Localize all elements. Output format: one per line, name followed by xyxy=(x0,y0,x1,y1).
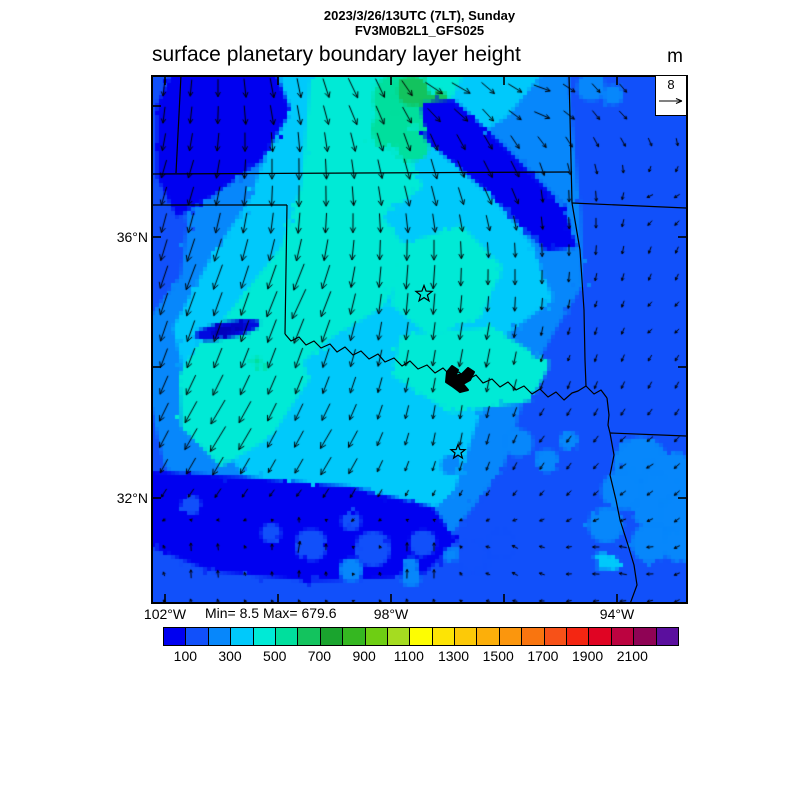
state-border-3 xyxy=(284,204,288,335)
state-border-6 xyxy=(571,202,587,387)
wind-reference-speed: 8 xyxy=(667,77,675,92)
colorbar-cell-9 xyxy=(365,628,388,645)
pbl-field-canvas xyxy=(151,75,688,604)
state-border-9 xyxy=(609,432,687,437)
model-line: FV3M0B2L1_GFS025 xyxy=(354,23,485,38)
city-star-marker-1 xyxy=(449,442,467,460)
colorbar-cell-13 xyxy=(455,628,478,645)
colorbar-cell-17 xyxy=(544,628,568,645)
colorbar-cell-15 xyxy=(499,628,523,645)
colorbar-cell-19 xyxy=(589,628,612,645)
state-border-5 xyxy=(571,202,687,209)
colorbar-cell-10 xyxy=(387,628,411,645)
map-overlay xyxy=(151,75,688,604)
colorbar-cell-12 xyxy=(432,628,456,645)
plot-title: surface planetary boundary layer height xyxy=(152,43,521,66)
map-frame-border xyxy=(151,75,688,604)
colorbar-cell-16 xyxy=(522,628,545,645)
colorbar-cell-6 xyxy=(298,628,321,645)
colorbar-cell-7 xyxy=(320,628,344,645)
colorbar-cell-4 xyxy=(253,628,276,645)
colorbar-tick-1700: 1700 xyxy=(527,648,559,664)
city-star-marker-0 xyxy=(414,283,434,303)
colorbar-cell-21 xyxy=(634,628,657,645)
wind-reference-arrow-icon xyxy=(659,98,683,104)
lat-label-36N: 36°N xyxy=(116,229,148,245)
colorbar-cell-14 xyxy=(477,628,500,645)
datetime-line: 2023/3/26/13UTC (7LT), Sunday xyxy=(323,8,516,23)
colorbar-tick-1500: 1500 xyxy=(482,648,514,664)
colorbar-cell-8 xyxy=(343,628,366,645)
state-border-7 xyxy=(284,333,608,401)
lon-label-102W: 102°W xyxy=(143,606,187,622)
lake-texoma xyxy=(445,365,475,393)
colorbar-tick-100: 100 xyxy=(173,648,198,664)
colorbar xyxy=(163,627,679,646)
colorbar-cell-18 xyxy=(567,628,590,645)
lat-label-32N: 32°N xyxy=(116,490,148,506)
wind-reference-box: 8 xyxy=(655,75,687,116)
colorbar-tick-900: 900 xyxy=(352,648,376,664)
colorbar-tick-1900: 1900 xyxy=(572,648,604,664)
colorbar-cell-0 xyxy=(164,628,187,645)
state-border-1 xyxy=(151,171,570,175)
minmax-label: Min= 8.5 Max= 679.6 xyxy=(205,605,337,621)
lon-label-98W: 98°W xyxy=(373,606,409,622)
colorbar-tick-300: 300 xyxy=(218,648,242,664)
state-border-10 xyxy=(609,432,638,604)
colorbar-cell-11 xyxy=(410,628,433,645)
state-border-8 xyxy=(606,397,611,434)
lon-label-94W: 94°W xyxy=(599,606,635,622)
colorbar-cell-20 xyxy=(611,628,635,645)
colorbar-cell-5 xyxy=(275,628,299,645)
colorbar-tick-2100: 2100 xyxy=(616,648,648,664)
state-border-4 xyxy=(568,75,573,204)
colorbar-tick-700: 700 xyxy=(307,648,332,664)
colorbar-cell-1 xyxy=(186,628,209,645)
colorbar-cell-2 xyxy=(208,628,232,645)
unit-label: m xyxy=(667,46,683,67)
colorbar-cell-3 xyxy=(231,628,254,645)
state-border-0 xyxy=(175,75,182,174)
colorbar-tick-1300: 1300 xyxy=(437,648,470,664)
colorbar-cell-22 xyxy=(656,628,678,645)
colorbar-tick-1100: 1100 xyxy=(393,648,424,664)
colorbar-tick-500: 500 xyxy=(263,648,287,664)
title-block: 2023/3/26/13UTC (7LT), Sunday FV3M0B2L1_… xyxy=(151,8,688,38)
